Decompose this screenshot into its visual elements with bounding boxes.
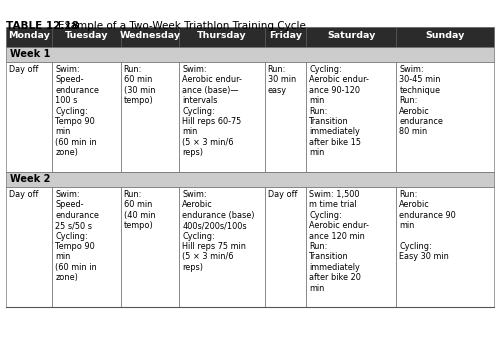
Bar — [264, 187, 306, 307]
Bar — [120, 27, 179, 47]
Bar — [120, 187, 179, 307]
Text: Monday: Monday — [8, 31, 50, 40]
Text: Swim:
Speed-
endurance
25 s/50 s
Cycling:
Tempo 90
min
(60 min in
zone): Swim: Speed- endurance 25 s/50 s Cycling… — [56, 190, 99, 282]
Bar — [179, 27, 264, 47]
Text: Run:
30 min
easy: Run: 30 min easy — [268, 65, 296, 95]
Text: Swim: 1,500
m time trial
Cycling:
Aerobic endur-
ance 120 min
Run:
Transition
im: Swim: 1,500 m time trial Cycling: Aerobi… — [309, 190, 369, 292]
Bar — [120, 62, 179, 172]
Bar — [179, 187, 264, 307]
Text: Cycling:
Aerobic endur-
ance 90-120
min
Run:
Transition
immediately
after bike 1: Cycling: Aerobic endur- ance 90-120 min … — [309, 65, 369, 157]
Text: Day off: Day off — [9, 65, 38, 74]
Text: Run:
60 min
(30 min
tempo): Run: 60 min (30 min tempo) — [124, 65, 155, 105]
Text: Example of a Two-Week Triathlon Training Cycle: Example of a Two-Week Triathlon Training… — [58, 21, 306, 31]
Bar — [396, 187, 494, 307]
Bar — [264, 62, 306, 172]
Text: Saturday: Saturday — [327, 31, 376, 40]
Bar — [52, 187, 120, 307]
Bar — [396, 62, 494, 172]
Text: Thursday: Thursday — [197, 31, 247, 40]
Bar — [264, 27, 306, 47]
Text: Run:
60 min
(40 min
tempo): Run: 60 min (40 min tempo) — [124, 190, 156, 230]
Text: Day off: Day off — [9, 190, 38, 199]
Text: Week 2: Week 2 — [10, 174, 50, 184]
Text: Sunday: Sunday — [426, 31, 465, 40]
Text: Week 1: Week 1 — [10, 49, 50, 59]
Bar — [396, 27, 494, 47]
Text: Swim:
Speed-
endurance
100 s
Cycling:
Tempo 90
min
(60 min in
zone): Swim: Speed- endurance 100 s Cycling: Te… — [56, 65, 99, 157]
Bar — [306, 62, 396, 172]
Text: Friday: Friday — [269, 31, 302, 40]
Bar — [6, 47, 494, 62]
Text: Tuesday: Tuesday — [65, 31, 108, 40]
Bar — [179, 62, 264, 172]
Text: TABLE 12.18: TABLE 12.18 — [6, 21, 79, 31]
Text: Swim:
Aerobic endur-
ance (base)—
intervals
Cycling:
Hill reps 60-75
min
(5 × 3 : Swim: Aerobic endur- ance (base)— interv… — [182, 65, 242, 157]
Bar — [6, 187, 52, 307]
Text: Day off: Day off — [268, 190, 297, 199]
Bar — [6, 172, 494, 187]
Text: Swim:
Aerobic
endurance (base)
400s/200s/100s
Cycling:
Hill reps 75 min
(5 × 3 m: Swim: Aerobic endurance (base) 400s/200s… — [182, 190, 254, 272]
Text: Wednesday: Wednesday — [120, 31, 180, 40]
Bar — [306, 187, 396, 307]
Bar — [52, 62, 120, 172]
Text: Swim:
30-45 min
technique
Run:
Aerobic
endurance
80 min: Swim: 30-45 min technique Run: Aerobic e… — [400, 65, 444, 136]
Text: Run:
Aerobic
endurance 90
min

Cycling:
Easy 30 min: Run: Aerobic endurance 90 min Cycling: E… — [400, 190, 456, 261]
Bar — [6, 62, 52, 172]
Bar — [306, 27, 396, 47]
Bar — [52, 27, 120, 47]
Bar — [6, 27, 52, 47]
